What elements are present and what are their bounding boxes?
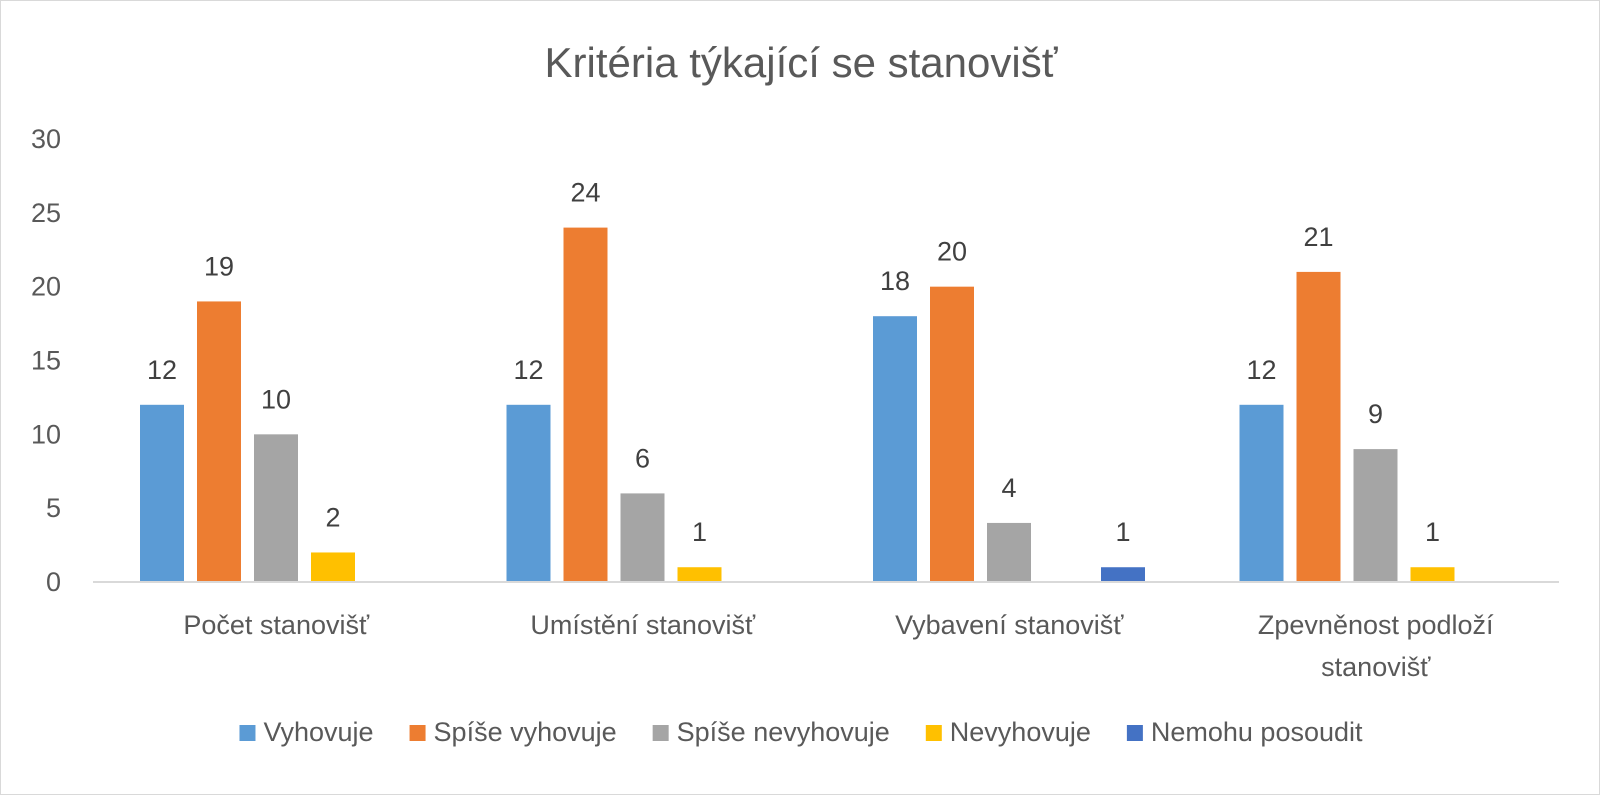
legend-label: Vyhovuje [263, 717, 373, 747]
x-tick-label: Zpevněnost podloží [1258, 610, 1494, 640]
bar [1101, 567, 1145, 582]
x-axis: Počet stanovišť Umístění stanovišť Vybaven… [93, 581, 1559, 682]
data-label: 9 [1368, 399, 1383, 429]
legend: Vyhovuje Spíše vyhovuje Spíše nevyhovuje Ne… [239, 717, 1363, 747]
legend-label: Nevyhovuje [950, 717, 1091, 747]
data-label: 24 [570, 178, 600, 208]
bar [930, 286, 974, 582]
bar [1353, 449, 1398, 582]
bar [873, 316, 917, 582]
bar [254, 434, 298, 582]
y-tick-label: 25 [31, 198, 61, 228]
data-label: 12 [1246, 355, 1276, 385]
data-label: 21 [1303, 222, 1333, 252]
legend-swatch [1126, 725, 1143, 741]
legend-label: Nemohu posoudit [1151, 717, 1363, 747]
y-tick-label: 30 [31, 124, 61, 154]
y-tick-label: 15 [31, 346, 61, 376]
bar [311, 552, 355, 582]
bar [197, 301, 241, 582]
data-label: 18 [880, 266, 910, 296]
data-label: 12 [147, 355, 177, 385]
data-label: 20 [937, 237, 967, 267]
legend-label: Spíše nevyhovuje [677, 717, 890, 747]
bar [140, 404, 184, 582]
data-label: 10 [261, 384, 291, 414]
y-tick-label: 20 [31, 272, 61, 302]
y-axis: 0 5 10 15 20 25 30 [31, 124, 61, 597]
data-label: 2 [325, 502, 340, 532]
x-tick-label: Umístění stanovišť [530, 610, 756, 640]
bar [563, 227, 608, 582]
bar [1296, 271, 1341, 582]
y-tick-label: 0 [46, 567, 61, 597]
bar [1239, 404, 1284, 582]
data-label: 1 [692, 517, 707, 547]
x-tick-label: Vybavení stanovišť [895, 610, 1124, 640]
y-tick-label: 5 [46, 493, 61, 523]
bar [677, 567, 722, 582]
data-label: 12 [513, 355, 543, 385]
data-label: 6 [635, 443, 650, 473]
bar [620, 493, 665, 582]
data-label: 4 [1001, 473, 1016, 503]
legend-swatch [409, 725, 426, 741]
legend-label: Spíše vyhovuje [434, 717, 617, 747]
legend-swatch [239, 725, 256, 741]
bar [1410, 567, 1455, 582]
legend-swatch [925, 725, 942, 741]
data-label: 19 [204, 251, 234, 281]
legend-swatch [652, 725, 669, 741]
y-tick-label: 10 [31, 419, 61, 449]
bar [987, 522, 1031, 582]
data-label: 1 [1115, 517, 1130, 547]
x-tick-label: Počet stanovišť [183, 610, 370, 640]
data-label: 1 [1425, 517, 1440, 547]
x-tick-label: stanovišť [1321, 652, 1431, 682]
chart-title: Kritéria týkající se stanovišť [545, 39, 1059, 86]
bar [506, 404, 551, 582]
